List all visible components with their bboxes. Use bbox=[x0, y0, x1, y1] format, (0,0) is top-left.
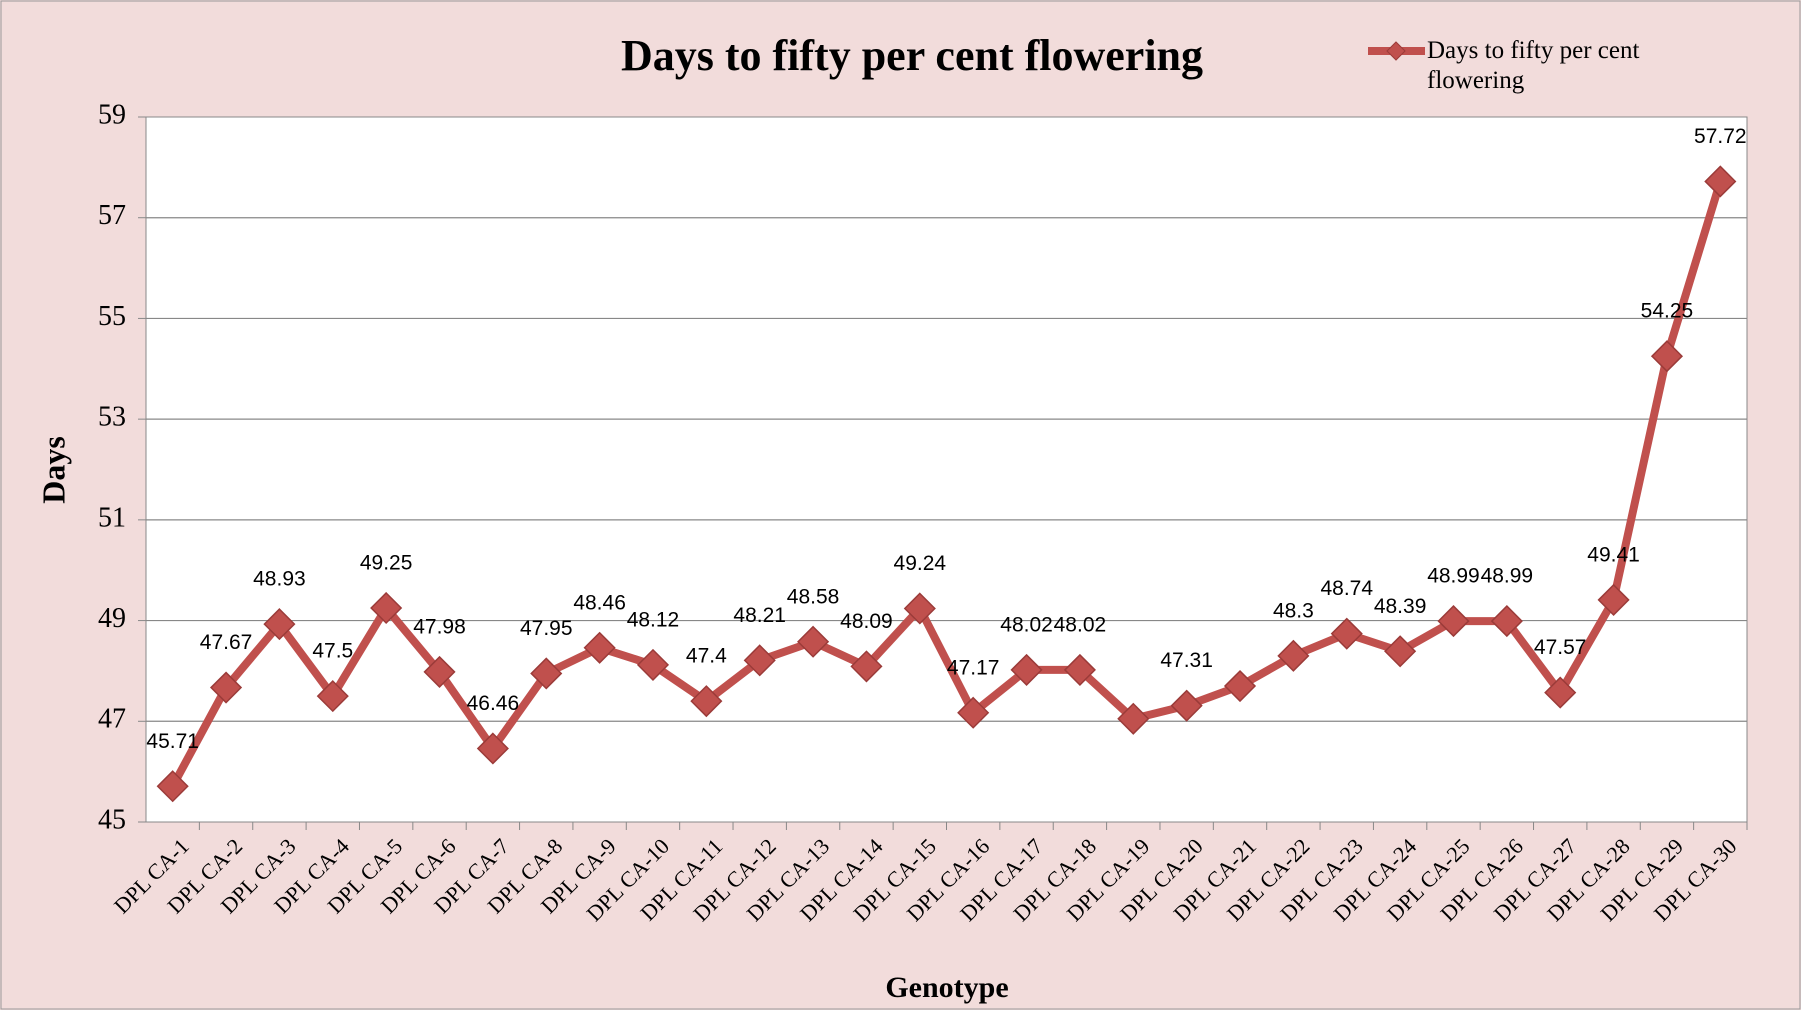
data-label: 49.25 bbox=[360, 552, 413, 575]
legend-marker bbox=[1386, 41, 1406, 61]
data-point bbox=[957, 696, 990, 729]
data-point bbox=[530, 657, 563, 690]
legend-label: Days to fifty per cent flowering bbox=[1427, 37, 1640, 94]
data-label: 48.3 bbox=[1273, 599, 1314, 622]
data-label: 48.09 bbox=[840, 610, 893, 633]
data-label: 48.99 bbox=[1481, 565, 1534, 588]
y-tick-label: 59 bbox=[98, 99, 126, 130]
data-point bbox=[1277, 639, 1310, 672]
data-label: 49.24 bbox=[894, 552, 947, 575]
y-tick-label: 45 bbox=[98, 804, 126, 835]
data-point bbox=[1170, 689, 1203, 722]
data-point bbox=[1544, 676, 1577, 709]
data-point bbox=[583, 631, 616, 664]
data-point bbox=[636, 648, 670, 681]
data-point bbox=[156, 770, 189, 803]
data-point bbox=[370, 591, 403, 625]
y-tick-label: 49 bbox=[98, 603, 126, 634]
data-label: 48.46 bbox=[573, 591, 626, 614]
data-label: 54.25 bbox=[1641, 300, 1694, 323]
data-point bbox=[1330, 617, 1363, 650]
data-point bbox=[1063, 653, 1096, 686]
data-label: 46.46 bbox=[467, 692, 520, 715]
data-label: 45.71 bbox=[146, 730, 199, 753]
data-label: 48.58 bbox=[787, 585, 840, 608]
data-label: 48.02 bbox=[1054, 613, 1107, 636]
data-label: 47.31 bbox=[1160, 649, 1213, 672]
data-label: 57.72 bbox=[1694, 125, 1747, 148]
data-point bbox=[850, 650, 883, 683]
y-tick-label: 55 bbox=[98, 301, 126, 332]
data-point bbox=[316, 680, 349, 713]
data-label: 47.5 bbox=[312, 640, 353, 663]
plot-area bbox=[145, 116, 1748, 823]
data-point bbox=[476, 732, 509, 765]
data-label: 47.95 bbox=[520, 617, 573, 640]
data-label: 49.41 bbox=[1587, 543, 1640, 566]
data-label: 48.02 bbox=[1000, 613, 1053, 636]
data-label: 47.98 bbox=[413, 615, 466, 638]
data-point bbox=[1384, 635, 1417, 668]
y-tick-label: 47 bbox=[98, 704, 126, 735]
chart-title: Days to fifty per cent flowering bbox=[621, 31, 1203, 80]
data-point bbox=[1597, 583, 1630, 616]
data-point bbox=[1223, 669, 1257, 703]
data-point bbox=[797, 625, 830, 658]
data-label: 48.12 bbox=[627, 608, 680, 631]
data-label: 47.57 bbox=[1534, 636, 1587, 659]
y-axis-title: Days bbox=[35, 436, 71, 504]
data-point bbox=[1117, 702, 1150, 735]
data-point bbox=[423, 655, 456, 688]
data-point bbox=[743, 644, 776, 677]
data-point bbox=[1010, 653, 1043, 686]
data-label: 48.39 bbox=[1374, 595, 1427, 618]
data-point bbox=[690, 685, 723, 718]
y-tick-label: 53 bbox=[98, 402, 126, 433]
data-label: 47.4 bbox=[686, 645, 727, 668]
data-point bbox=[1650, 340, 1684, 373]
data-point bbox=[209, 671, 243, 704]
data-point bbox=[1490, 605, 1523, 638]
data-label: 47.17 bbox=[947, 656, 1000, 679]
data-point bbox=[903, 592, 936, 625]
data-label: 48.74 bbox=[1320, 577, 1373, 600]
data-label: 48.21 bbox=[733, 604, 786, 627]
data-label: 48.99 bbox=[1427, 565, 1480, 588]
y-tick-label: 51 bbox=[98, 502, 126, 533]
data-label: 48.93 bbox=[253, 568, 306, 591]
data-point bbox=[1704, 165, 1737, 198]
x-axis-title: Genotype bbox=[885, 971, 1008, 1004]
data-label: 47.67 bbox=[200, 631, 253, 654]
data-point bbox=[1437, 605, 1470, 638]
y-tick-label: 57 bbox=[98, 200, 126, 231]
data-point bbox=[263, 608, 296, 641]
